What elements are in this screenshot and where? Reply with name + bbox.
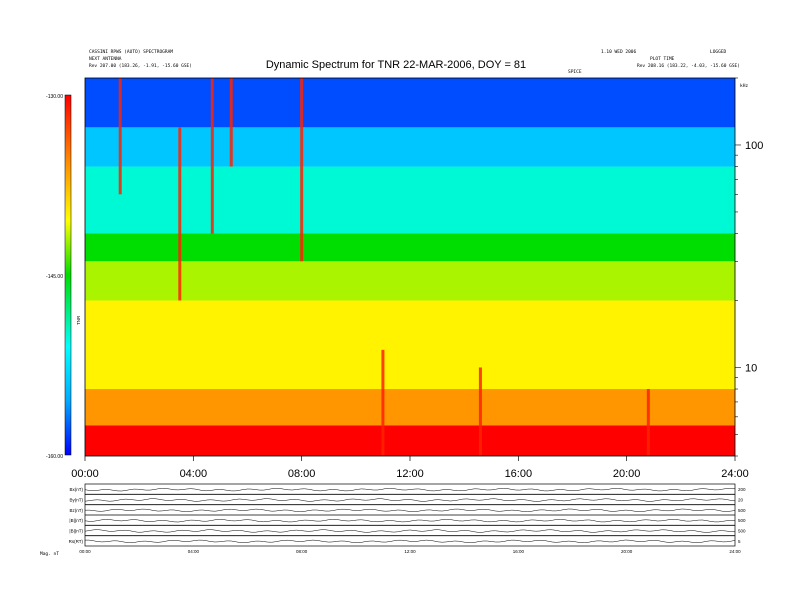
colorbar — [64, 94, 72, 456]
lower-panel-trace-4 — [84, 529, 736, 533]
lower-panel-trace-2 — [84, 508, 736, 512]
burst-7 — [646, 389, 650, 456]
colorbar-tick-bottom: -160.00 — [46, 454, 63, 460]
y-tick-label-100: 100 — [745, 140, 763, 152]
spectrum-band-3 — [85, 261, 735, 301]
spectrum-band-2 — [85, 300, 735, 390]
lower-panel-label-3: |B|(nT) — [69, 518, 83, 523]
x-tick-label-0: 00:00 — [71, 468, 99, 480]
y-axis: 10 100 — [735, 77, 763, 457]
burst-6 — [478, 367, 482, 456]
lower-panel-trace-3 — [84, 519, 736, 523]
burst-3 — [229, 78, 233, 167]
header-right-line2: PLOT TIME — [650, 57, 675, 62]
lower-panel-label-2: Bz(nT) — [70, 508, 84, 513]
header-right-line1: 1.10 WED 2006 — [601, 50, 637, 55]
header-left-line3: Rev 207.00 (183.26, -1.91, -15.60 GSE) — [89, 64, 192, 69]
lower-panel-right-tick-5: 5 — [738, 539, 741, 544]
lower-x-tick-label-2: 08:00 — [296, 549, 308, 554]
chart-title: Dynamic Spectrum for TNR 22-MAR-2006, DO… — [265, 59, 527, 71]
header-left-line1: CASSINI RPWS (AUTO) SPECTROGRAM — [89, 50, 173, 55]
spectrum-band-7 — [85, 78, 735, 128]
spectrum-band-5 — [85, 166, 735, 234]
burst-4 — [300, 78, 304, 262]
spectrum-band-6 — [85, 127, 735, 167]
lower-x-tick-label-0: 00:00 — [79, 549, 91, 554]
lower-x-tick-label-5: 20:00 — [621, 549, 633, 554]
colorbar-tick-mid: -145.00 — [46, 274, 63, 280]
spectrum-band-0 — [85, 425, 735, 456]
lower-panel-trace-0 — [84, 488, 736, 492]
lower-panel-right-tick-0: 200 — [738, 487, 746, 492]
x-tick-label-6: 24:00 — [721, 468, 749, 480]
burst-2 — [118, 78, 122, 195]
burst-1 — [210, 78, 214, 234]
footer-left-label: Mag. nT — [40, 552, 59, 557]
burst-5 — [381, 349, 385, 456]
x-tick-label-1: 04:00 — [180, 468, 208, 480]
x-tick-label-3: 12:00 — [396, 468, 424, 480]
lower-panel-label-1: By(nT) — [70, 498, 84, 503]
y-tick-label-10: 10 — [745, 362, 757, 374]
spectrogram — [85, 78, 735, 456]
lower-panel-right-tick-1: 20 — [738, 498, 744, 503]
x-tick-label-5: 20:00 — [613, 468, 641, 480]
burst-0 — [178, 127, 182, 301]
x-axis: 00:00 04:00 08:00 12:00 16:00 20:00 24:00 — [71, 456, 749, 480]
lower-panel-right-tick-4: 500 — [738, 529, 746, 534]
x-tick-label-2: 08:00 — [288, 468, 316, 480]
x-tick-label-4: 16:00 — [505, 468, 533, 480]
lower-panel-trace-5 — [85, 539, 736, 543]
spectrum-band-4 — [85, 233, 735, 262]
lower-x-tick-label-4: 16:00 — [513, 549, 525, 554]
header-left-line2: NEXT ANTENNA — [89, 57, 122, 62]
colorbar-label: TNR — [76, 315, 81, 325]
colorbar-tick-top: -130.00 — [46, 94, 63, 100]
lower-panel-label-4: |B|(nT) — [69, 529, 83, 534]
lower-panel-right-tick-3: 500 — [738, 518, 746, 523]
lower-panel-trace-1 — [84, 498, 736, 502]
header-right-line3: Rev 208.16 (183.22, -4.03, -15.60 GSE) — [637, 64, 740, 69]
lower-panel-label-5: Rs(RT) — [69, 539, 84, 544]
lower-x-tick-label-1: 04:00 — [188, 549, 200, 554]
lower-panel-label-0: Bx(nT) — [70, 487, 84, 492]
header-right-mid: SPICE — [568, 70, 582, 75]
spectrum-band-1 — [85, 389, 735, 426]
lower-x-tick-label-3: 12:00 — [404, 549, 416, 554]
lower-panels: Bx(nT) 200 By(nT) 20 Bz(nT) 500 |B|(nT) 500 |B|(… — [69, 483, 746, 554]
lower-panel-right-tick-2: 500 — [738, 508, 746, 513]
khz-unit-label: kHz — [740, 84, 749, 89]
header-top-right-label: LOGGED — [710, 50, 727, 55]
lower-x-tick-label-6: 24:00 — [729, 549, 741, 554]
